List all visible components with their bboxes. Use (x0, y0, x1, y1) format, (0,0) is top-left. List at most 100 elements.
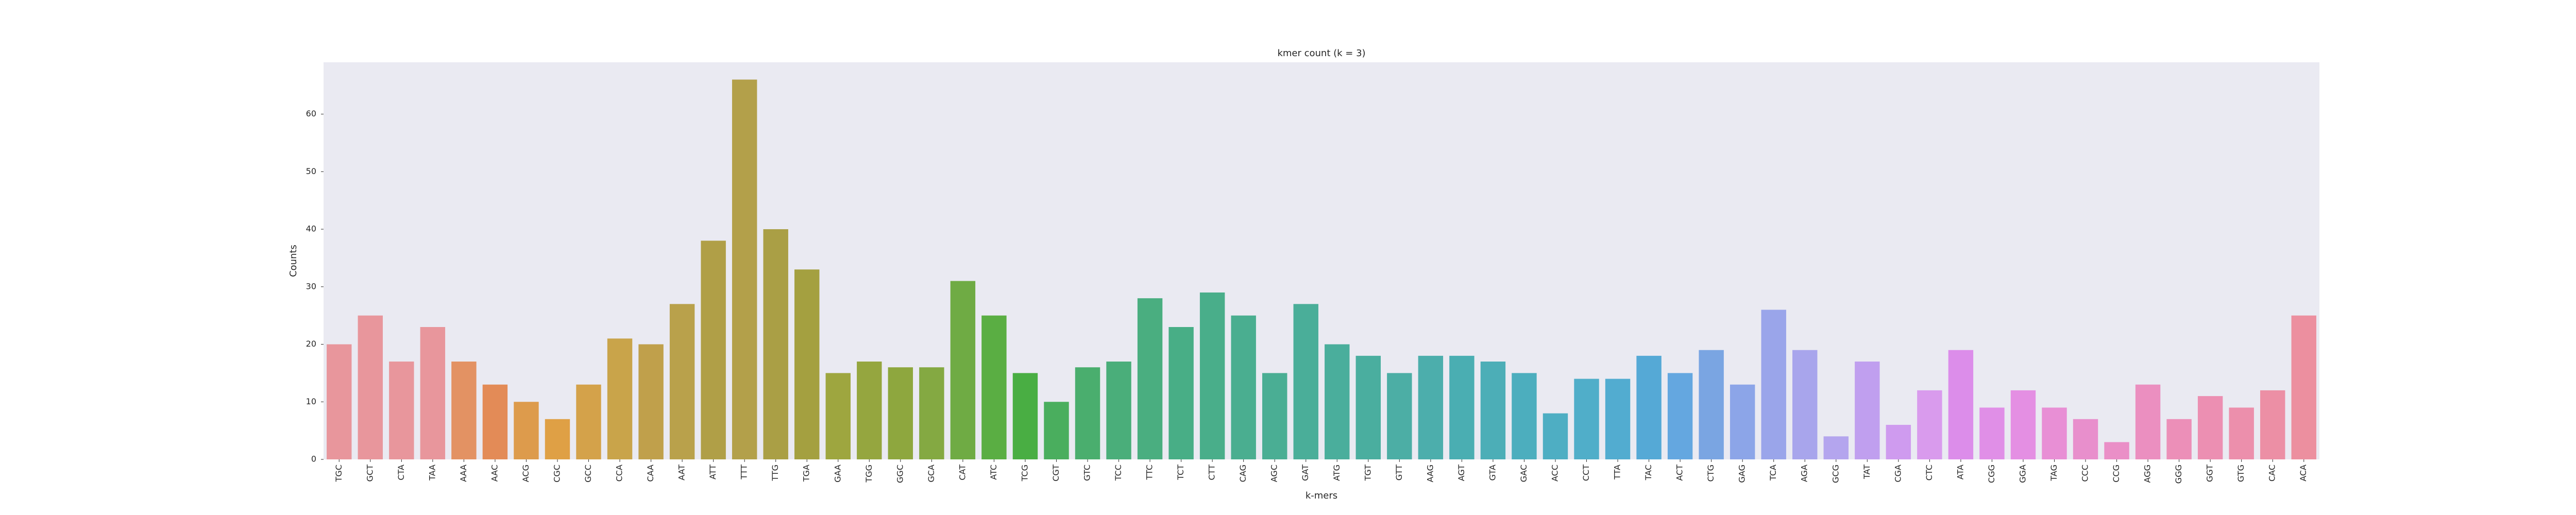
bar-CCT (1574, 379, 1599, 459)
bar-TAC (1636, 355, 1662, 459)
x-tick-label: AGC (1269, 465, 1279, 482)
y-tick-label: 10 (306, 397, 316, 406)
x-tick-label: CCT (1581, 465, 1591, 481)
x-tick-label: TGA (802, 465, 811, 482)
bar-TGT (1355, 355, 1381, 459)
bar-ATC (981, 315, 1007, 459)
bar-AAG (1418, 355, 1444, 459)
x-tick-label: TAA (427, 465, 437, 481)
x-tick-label: GTG (2236, 465, 2246, 482)
bar-TGG (857, 362, 882, 459)
y-tick-label: 50 (306, 166, 316, 176)
bar-TTA (1605, 379, 1631, 459)
x-axis-label: k-mers (1306, 490, 1337, 501)
bar-TTG (763, 229, 788, 459)
x-tick-label: ATG (1332, 465, 1342, 481)
bar-CGA (1886, 424, 1911, 459)
bar-GCT (358, 315, 383, 459)
bar-GTC (1075, 367, 1100, 459)
x-tick-label: TTA (1613, 465, 1622, 480)
x-tick-label: CTA (396, 465, 406, 480)
x-tick-label: CAT (957, 465, 967, 480)
x-tick-label: ATA (1955, 465, 1965, 479)
bar-ACA (2291, 315, 2316, 459)
bar-TAA (420, 327, 446, 459)
bar-ACT (1667, 373, 1693, 459)
bar-TGC (327, 344, 352, 459)
x-tick-label: CCG (2111, 465, 2121, 483)
y-axis: 0 10 20 30 40 50 60 (306, 109, 324, 464)
x-tick-label: TTC (1145, 465, 1155, 480)
bar-GAC (1512, 373, 1537, 459)
x-tick-label: TGT (1363, 465, 1372, 482)
x-axis: TGC GCT CTA TAA AAA AAC ACG CGC GCC CCA CAA AAT ATT T… (334, 459, 2308, 484)
x-tick-label: ACC (1550, 465, 1560, 482)
x-tick-label: TGC (334, 465, 344, 482)
bar-ACC (1543, 413, 1568, 459)
x-tick-label: CGA (1893, 465, 1903, 483)
bar-CGT (1044, 402, 1069, 459)
bar-CTA (389, 362, 414, 459)
x-tick-label: GAA (833, 465, 842, 483)
y-tick-label: 20 (306, 339, 316, 349)
x-tick-label: GCA (926, 465, 936, 483)
x-tick-label: GCT (365, 465, 375, 482)
bars-group (327, 79, 2316, 460)
x-tick-label: AAG (1425, 465, 1435, 482)
bar-GTA (1480, 362, 1506, 459)
bar-ACG (514, 402, 539, 459)
x-tick-label: GAG (1737, 465, 1747, 483)
bar-AAC (482, 384, 508, 459)
bar-AGC (1262, 373, 1287, 459)
x-tick-label: GGC (895, 465, 905, 483)
bar-TCA (1761, 310, 1786, 459)
bar-CTG (1699, 350, 1724, 459)
bar-GGA (2010, 390, 2036, 459)
x-tick-label: CAG (1238, 465, 1248, 482)
x-tick-label: ACT (1675, 465, 1685, 481)
bar-ATT (701, 241, 726, 459)
x-tick-label: GGT (2205, 465, 2215, 482)
bar-CAG (1231, 315, 1256, 459)
x-tick-label: GTT (1394, 465, 1404, 480)
x-tick-label: TCG (1020, 465, 1029, 482)
x-tick-label: AAC (489, 465, 499, 482)
x-tick-label: CCA (615, 465, 624, 482)
x-tick-label: CAA (646, 465, 655, 482)
bar-TCT (1168, 327, 1194, 459)
x-tick-label: TGG (864, 465, 874, 483)
bar-AAA (451, 362, 477, 459)
x-tick-label: GAT (1300, 465, 1310, 481)
x-tick-label: CGG (1987, 465, 1996, 483)
x-tick-label: AGA (1800, 465, 1809, 482)
bar-GGC (888, 367, 913, 459)
x-tick-label: GGG (2174, 465, 2183, 484)
bar-TTT (732, 79, 757, 460)
x-tick-label: CGC (552, 465, 562, 483)
y-tick-label: 0 (311, 454, 316, 464)
x-tick-label: GAC (1519, 465, 1529, 482)
bar-AGG (2135, 384, 2161, 459)
bar-ATA (1948, 350, 1974, 459)
bar-GAG (1730, 384, 1755, 459)
x-tick-label: GCG (1831, 465, 1840, 483)
x-tick-label: AGT (1456, 465, 1466, 481)
x-tick-label: TAT (1862, 465, 1872, 479)
x-tick-label: CTT (1207, 465, 1217, 480)
y-tick-label: 60 (306, 109, 316, 118)
x-tick-label: CCC (2080, 465, 2090, 482)
x-tick-label: AAT (677, 465, 687, 480)
bar-CCG (2104, 442, 2129, 459)
bar-GTT (1387, 373, 1412, 459)
x-tick-label: CTG (1706, 465, 1716, 482)
x-tick-label: TAG (2049, 465, 2059, 482)
bar-CGG (1979, 407, 2005, 459)
x-tick-label: GTA (1487, 465, 1497, 480)
x-tick-label: TCA (1768, 465, 1778, 481)
bar-GGG (2166, 419, 2192, 459)
x-tick-label: GTC (1082, 465, 1092, 481)
bar-GTG (2229, 407, 2254, 459)
x-tick-label: TTG (770, 465, 780, 482)
x-tick-label: CTC (1924, 465, 1934, 480)
